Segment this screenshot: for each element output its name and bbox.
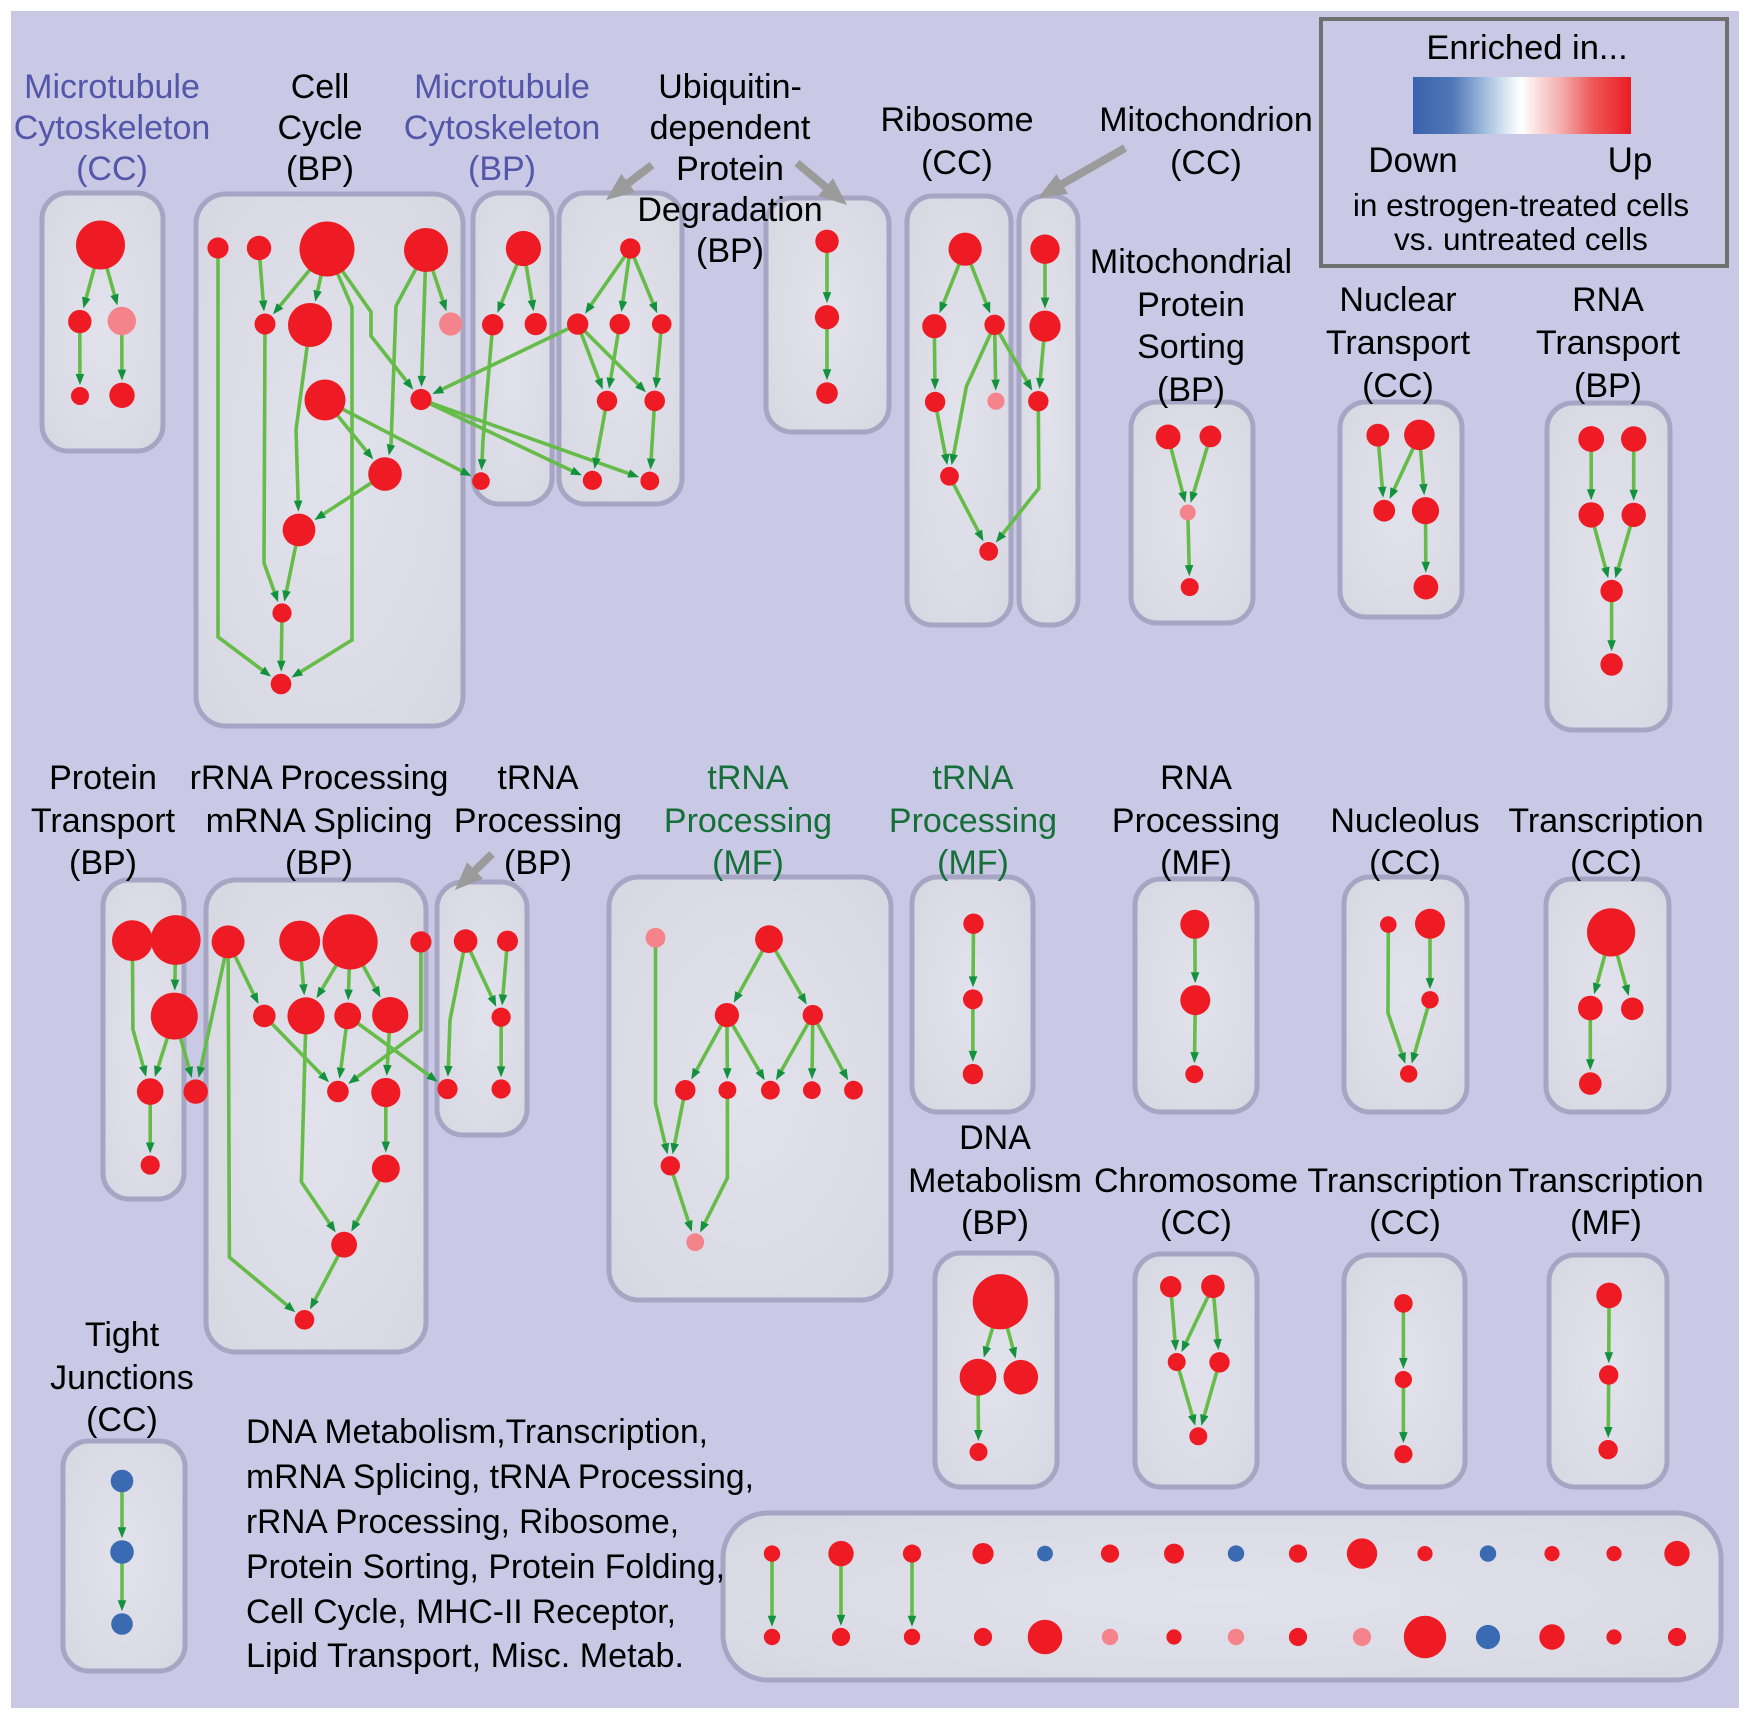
svg-text:(BP): (BP) bbox=[696, 232, 764, 270]
svg-text:(BP): (BP) bbox=[286, 150, 354, 188]
svg-text:(CC): (CC) bbox=[921, 144, 993, 182]
svg-text:Tight: Tight bbox=[85, 1316, 160, 1354]
svg-text:(BP): (BP) bbox=[504, 844, 572, 882]
svg-text:dependent: dependent bbox=[650, 109, 811, 147]
svg-text:Protein: Protein bbox=[1137, 286, 1245, 324]
svg-text:Ubiquitin-: Ubiquitin- bbox=[658, 68, 802, 106]
svg-text:Lipid Transport, Misc. Metab.: Lipid Transport, Misc. Metab. bbox=[246, 1637, 684, 1675]
svg-text:(CC): (CC) bbox=[76, 150, 148, 188]
svg-text:(MF): (MF) bbox=[1570, 1204, 1642, 1242]
svg-text:Up: Up bbox=[1608, 141, 1653, 180]
svg-text:DNA: DNA bbox=[959, 1119, 1031, 1157]
svg-text:Degradation: Degradation bbox=[637, 191, 822, 229]
svg-text:Cell Cycle, MHC-II Receptor,: Cell Cycle, MHC-II Receptor, bbox=[246, 1593, 676, 1631]
svg-text:(BP): (BP) bbox=[285, 844, 353, 882]
svg-text:Processing: Processing bbox=[664, 802, 832, 840]
svg-text:Microtubule: Microtubule bbox=[24, 68, 200, 106]
svg-text:(CC): (CC) bbox=[1170, 144, 1242, 182]
svg-text:Down: Down bbox=[1368, 141, 1457, 180]
svg-text:(BP): (BP) bbox=[961, 1204, 1029, 1242]
svg-text:Processing: Processing bbox=[889, 802, 1057, 840]
svg-text:(BP): (BP) bbox=[1574, 367, 1642, 405]
svg-text:Protein: Protein bbox=[676, 150, 784, 188]
svg-text:Cell: Cell bbox=[291, 68, 350, 106]
svg-text:Processing: Processing bbox=[1112, 802, 1280, 840]
svg-text:(CC): (CC) bbox=[1362, 367, 1434, 405]
svg-text:(CC): (CC) bbox=[1369, 844, 1441, 882]
svg-text:Transcription: Transcription bbox=[1508, 802, 1703, 840]
svg-text:in estrogen-treated cells: in estrogen-treated cells bbox=[1353, 187, 1689, 223]
svg-text:(MF): (MF) bbox=[937, 844, 1009, 882]
svg-text:tRNA: tRNA bbox=[497, 759, 579, 797]
svg-text:Transcription: Transcription bbox=[1508, 1162, 1703, 1200]
svg-text:Mitochondrial: Mitochondrial bbox=[1090, 243, 1292, 281]
svg-text:Ribosome: Ribosome bbox=[880, 101, 1033, 139]
svg-text:RNA: RNA bbox=[1160, 759, 1232, 797]
svg-text:vs. untreated cells: vs. untreated cells bbox=[1394, 221, 1648, 257]
svg-text:Metabolism: Metabolism bbox=[908, 1162, 1082, 1200]
svg-text:Sorting: Sorting bbox=[1137, 328, 1245, 366]
svg-text:Cytoskeleton: Cytoskeleton bbox=[14, 109, 211, 147]
svg-text:tRNA: tRNA bbox=[932, 759, 1014, 797]
svg-text:Microtubule: Microtubule bbox=[414, 68, 590, 106]
svg-text:Nuclear: Nuclear bbox=[1339, 281, 1456, 319]
svg-text:(CC): (CC) bbox=[1160, 1204, 1232, 1242]
svg-text:Protein Sorting, Protein Foldi: Protein Sorting, Protein Folding, bbox=[246, 1548, 725, 1586]
svg-text:rRNA Processing: rRNA Processing bbox=[190, 759, 449, 797]
svg-text:Protein: Protein bbox=[49, 759, 157, 797]
svg-text:tRNA: tRNA bbox=[707, 759, 789, 797]
svg-text:Transport: Transport bbox=[1326, 324, 1471, 362]
svg-text:Transcription: Transcription bbox=[1307, 1162, 1502, 1200]
svg-text:(CC): (CC) bbox=[1369, 1204, 1441, 1242]
svg-text:Processing: Processing bbox=[454, 802, 622, 840]
svg-text:Nucleolus: Nucleolus bbox=[1330, 802, 1479, 840]
svg-text:mRNA Splicing, tRNA Processing: mRNA Splicing, tRNA Processing, bbox=[246, 1458, 754, 1496]
svg-text:Enriched in...: Enriched in... bbox=[1426, 29, 1627, 67]
svg-text:(CC): (CC) bbox=[86, 1401, 158, 1439]
svg-text:(BP): (BP) bbox=[1157, 371, 1225, 409]
svg-text:(BP): (BP) bbox=[468, 150, 536, 188]
svg-text:Chromosome: Chromosome bbox=[1094, 1162, 1298, 1200]
svg-text:Cycle: Cycle bbox=[277, 109, 362, 147]
svg-text:Transport: Transport bbox=[1536, 324, 1681, 362]
svg-text:Junctions: Junctions bbox=[50, 1359, 194, 1397]
svg-text:rRNA Processing, Ribosome,: rRNA Processing, Ribosome, bbox=[246, 1503, 679, 1541]
svg-text:DNA Metabolism,Transcription,: DNA Metabolism,Transcription, bbox=[246, 1413, 708, 1451]
svg-text:RNA: RNA bbox=[1572, 281, 1644, 319]
svg-text:(CC): (CC) bbox=[1570, 844, 1642, 882]
svg-text:(MF): (MF) bbox=[712, 844, 784, 882]
svg-text:mRNA Splicing: mRNA Splicing bbox=[206, 802, 433, 840]
svg-text:Mitochondrion: Mitochondrion bbox=[1099, 101, 1313, 139]
svg-text:Transport: Transport bbox=[31, 802, 176, 840]
svg-text:(BP): (BP) bbox=[69, 844, 137, 882]
svg-text:Cytoskeleton: Cytoskeleton bbox=[404, 109, 601, 147]
svg-text:(MF): (MF) bbox=[1160, 844, 1232, 882]
